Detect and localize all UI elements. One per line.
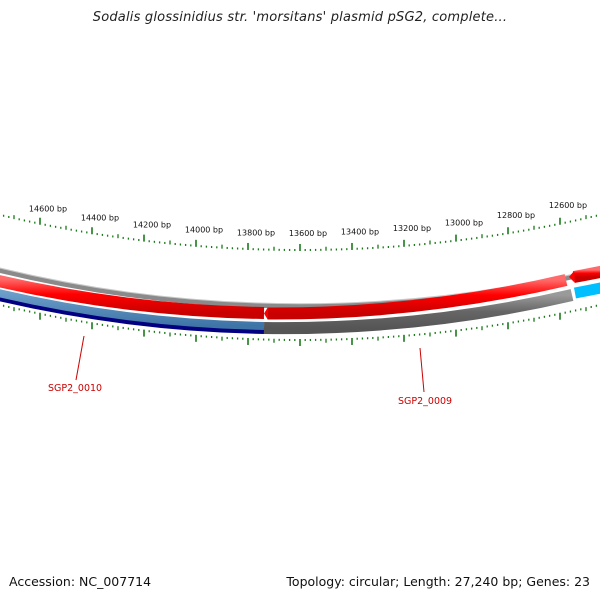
scale-tick-label: 14600 bp bbox=[29, 204, 67, 213]
gene-feature-minus-sgp2-0010-dark[interactable] bbox=[0, 295, 265, 334]
scale-tick-label: 13800 bp bbox=[237, 228, 275, 237]
scale-tick-label: 12600 bp bbox=[549, 201, 587, 210]
gene-label-sgp2-0010[interactable]: SGP2_0010 bbox=[48, 383, 102, 394]
gene-label-sgp2-0009[interactable]: SGP2_0009 bbox=[398, 396, 452, 407]
accession-text: Accession: NC_007714 bbox=[9, 574, 152, 589]
topology-summary: Topology: circular; Length: 27,240 bp; G… bbox=[286, 574, 590, 589]
gene-feature-minus-sgp2-0010[interactable] bbox=[0, 289, 265, 330]
gene-feature-plus-left[interactable] bbox=[0, 275, 265, 319]
scale-tick-label: 13200 bp bbox=[393, 224, 431, 233]
scale-tick-label: 14400 bp bbox=[81, 214, 119, 223]
gene-feature-plus-sgp2-0009[interactable] bbox=[267, 274, 568, 320]
scale-tick-label: 12800 bp bbox=[497, 211, 535, 220]
gene-arrow-head bbox=[264, 307, 268, 320]
gene-feature-plus-right[interactable] bbox=[572, 265, 600, 283]
scale-tick-label: 14000 bp bbox=[185, 225, 223, 234]
gene-feature-minus-right[interactable] bbox=[573, 282, 600, 299]
bp-scale: 14600 bp 14400 bp 14200 bp 14000 bp 13800 bp… bbox=[2, 201, 598, 346]
scale-tick-label: 13400 bp bbox=[341, 228, 379, 237]
scale-tick-label: 13000 bp bbox=[445, 219, 483, 228]
scale-tick-label: 13600 bp bbox=[289, 229, 327, 238]
gene-leader-line bbox=[419, 347, 425, 393]
scale-tick-label: 14200 bp bbox=[133, 221, 171, 230]
map-title: Sodalis glossinidius str. 'morsitans' pl… bbox=[92, 10, 508, 25]
gene-feature-minus-sgp2-0009[interactable] bbox=[263, 289, 574, 335]
gene-leader-line bbox=[75, 335, 85, 381]
